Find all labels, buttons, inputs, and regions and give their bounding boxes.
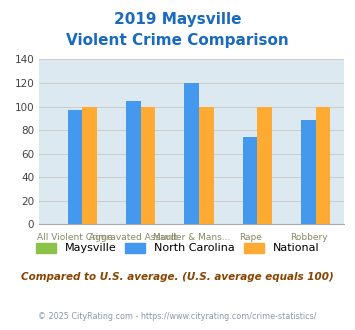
Bar	[141, 107, 155, 224]
Bar	[184, 83, 199, 224]
Text: Murder & Mans...: Murder & Mans...	[153, 233, 230, 242]
Bar	[316, 107, 331, 224]
Text: Aggravated Assault: Aggravated Assault	[89, 233, 178, 242]
Text: Rape: Rape	[239, 233, 262, 242]
Text: Compared to U.S. average. (U.S. average equals 100): Compared to U.S. average. (U.S. average …	[21, 272, 334, 282]
Text: 2019 Maysville: 2019 Maysville	[114, 12, 241, 26]
Bar	[257, 107, 272, 224]
Bar	[301, 119, 316, 224]
Bar	[82, 107, 97, 224]
Text: Robbery: Robbery	[290, 233, 327, 242]
Bar	[67, 110, 82, 224]
Bar	[126, 101, 141, 224]
Bar	[199, 107, 214, 224]
Text: Violent Crime Comparison: Violent Crime Comparison	[66, 33, 289, 48]
Text: © 2025 CityRating.com - https://www.cityrating.com/crime-statistics/: © 2025 CityRating.com - https://www.city…	[38, 312, 317, 321]
Bar	[243, 137, 257, 224]
Legend: Maysville, North Carolina, National: Maysville, North Carolina, National	[31, 238, 324, 258]
Text: All Violent Crime: All Violent Crime	[37, 233, 113, 242]
